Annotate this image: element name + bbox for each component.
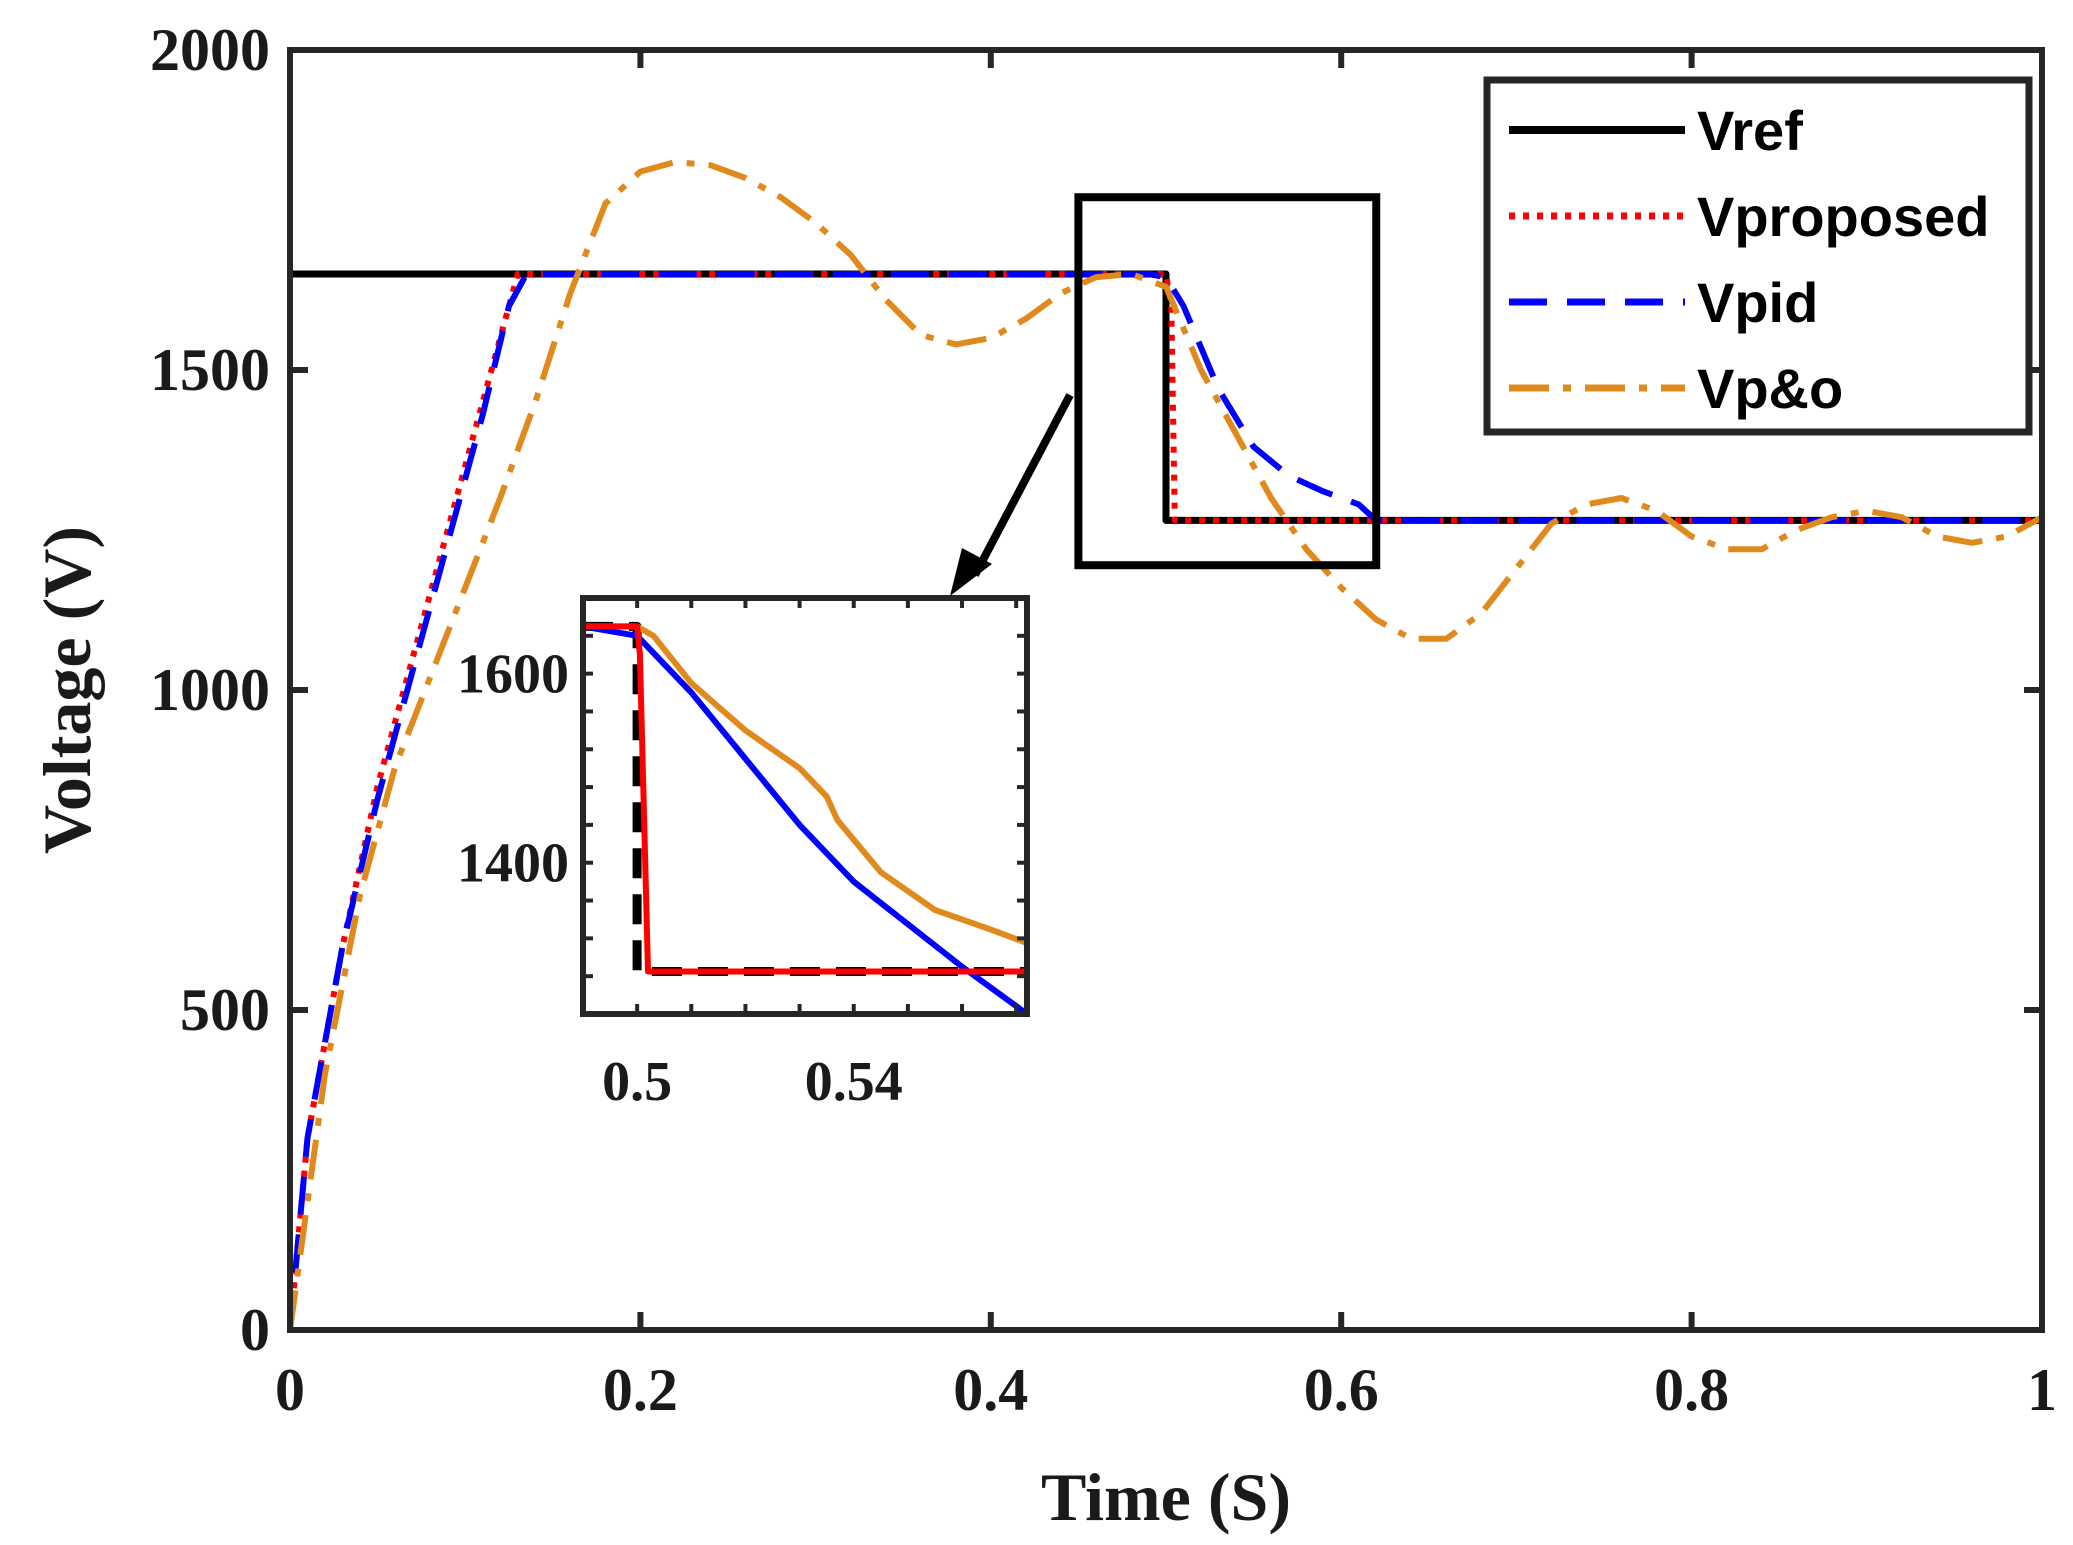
zoom-rectangle	[1074, 193, 1381, 570]
legend-label-vref: Vref	[1697, 99, 1803, 162]
x-axis-title: Time (S)	[1041, 1459, 1291, 1535]
x-tick-label: 0.4	[953, 1357, 1028, 1423]
y-axis-title: Voltage (V)	[29, 526, 105, 854]
inset-plot-area: 0.5 0.54 1600 1400	[457, 595, 1030, 1113]
inset-y-tick-label: 1400	[457, 833, 569, 895]
legend-label-vp-o: Vp&o	[1697, 357, 1843, 420]
series-line-vpid	[290, 271, 2042, 1330]
zoom-region-box	[950, 193, 1381, 596]
inset-series-line-vp-o	[583, 623, 1027, 946]
y-tick-label: 1000	[150, 657, 270, 723]
x-tick-label: 0.8	[1654, 1357, 1729, 1423]
legend: Vref Vproposed Vpid Vp&o	[1483, 76, 2033, 436]
legend-label-vpid: Vpid	[1697, 271, 1818, 334]
inset-series-lines	[583, 621, 1027, 1014]
x-tick-label: 1	[2027, 1357, 2057, 1423]
series-lines	[290, 159, 2042, 1330]
legend-label-vproposed: Vproposed	[1697, 185, 1989, 248]
zoom-arrow-head	[950, 548, 992, 596]
inset-frame	[580, 595, 1030, 1017]
x-tick-label: 0.6	[1304, 1357, 1379, 1423]
series-line-vp-o	[290, 159, 2042, 1330]
inset-y-tick-label: 1600	[457, 644, 569, 706]
zoom-arrow-line	[971, 393, 1074, 577]
x-tick-label: 0.2	[603, 1357, 678, 1423]
inset-series-line-vpid	[583, 623, 1027, 1014]
y-tick-label: 2000	[150, 17, 270, 83]
inset-background	[583, 598, 1027, 1014]
inset-x-tick-label: 0.5	[602, 1051, 672, 1113]
legend-box	[1483, 76, 2033, 436]
inset-series-line-vproposed	[583, 623, 1027, 975]
y-tick-label: 500	[180, 977, 270, 1043]
x-tick-label: 0	[275, 1357, 305, 1423]
y-tick-label: 0	[240, 1297, 270, 1363]
y-tick-label: 1500	[150, 337, 270, 403]
inset-x-tick-label: 0.54	[805, 1051, 903, 1113]
